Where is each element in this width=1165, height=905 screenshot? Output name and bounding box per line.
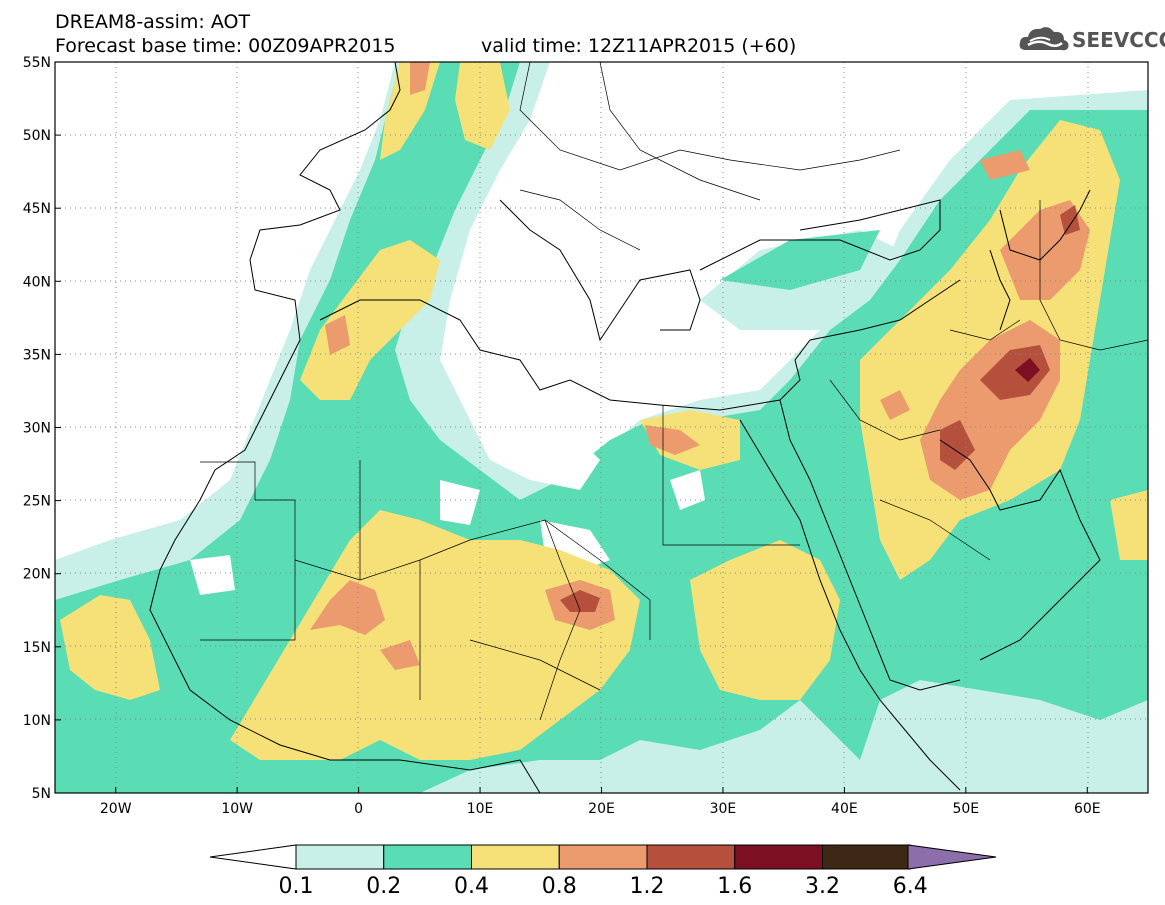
colorbar-box [383, 844, 472, 870]
colorbar-upper-arrow [907, 844, 997, 870]
seevccc-logo: SEEVCCC [1018, 22, 1165, 56]
colorbar-box [295, 844, 385, 870]
lat-tick-label: 55N [23, 55, 51, 71]
lat-tick-label: 50N [23, 128, 51, 144]
map-title: DREAM8-assim: AOT [55, 11, 251, 33]
graticule [55, 62, 1148, 793]
lon-tick-label: 10E [467, 801, 494, 817]
lon-tick-label: 40E [831, 801, 858, 817]
colorbar-label: 3.2 [805, 874, 840, 899]
colorbar-boxes [295, 844, 911, 870]
lat-tick-label: 30N [23, 421, 51, 437]
lat-tick-label: 25N [23, 494, 51, 510]
colorbar-box [822, 844, 911, 870]
logo-text: SEEVCCC [1072, 28, 1165, 52]
lat-tick-label: 10N [23, 713, 51, 729]
colorbar-label: 6.4 [893, 874, 928, 899]
cloud-icon [1019, 27, 1069, 51]
colorbar-label: 0.2 [366, 874, 401, 899]
lon-tick-label: 20W [100, 801, 132, 817]
colorbar-label: 0.4 [454, 874, 489, 899]
lat-tick-label: 35N [23, 347, 51, 363]
latitude-axis: 55N 50N 45N 40N 35N 30N 25N 20N 15N 10N 5N [23, 55, 61, 802]
colorbar-box [734, 844, 823, 870]
colorbar-labels: 0.1 0.2 0.4 0.8 1.2 1.6 3.2 6.4 [279, 874, 928, 899]
colorbar-box [646, 844, 736, 870]
colorbar-label: 0.1 [279, 874, 314, 899]
lat-tick-label: 15N [23, 640, 51, 656]
lon-tick-label: 0 [354, 801, 363, 817]
longitude-axis: 20W 10W 0 10E 20E 30E 40E 50E 60E [100, 787, 1101, 817]
lat-tick-label: 40N [23, 274, 51, 290]
lat-tick-label: 45N [23, 201, 51, 217]
colorbar-lower-arrow [209, 844, 297, 870]
lon-tick-label: 50E [952, 801, 979, 817]
lon-tick-label: 30E [710, 801, 737, 817]
coastlines [149, 62, 1101, 793]
colorbar-label: 1.2 [630, 874, 665, 899]
colorbar-box [558, 844, 648, 870]
forecast-base-time: Forecast base time: 00Z09APR2015 [55, 35, 396, 57]
colorbar: 0.1 0.2 0.4 0.8 1.2 1.6 3.2 6.4 [209, 844, 997, 899]
lon-tick-label: 20E [588, 801, 615, 817]
valid-time: valid time: 12Z11APR2015 (+60) [481, 35, 797, 57]
aot-field [55, 62, 1148, 793]
lat-tick-label: 5N [32, 786, 51, 802]
lon-tick-label: 60E [1074, 801, 1101, 817]
colorbar-box [471, 844, 560, 870]
country-borders [200, 62, 1148, 721]
colorbar-label: 1.6 [717, 874, 752, 899]
colorbar-label: 0.8 [542, 874, 577, 899]
lat-tick-label: 20N [23, 567, 51, 583]
aot-level-1.6 [1015, 358, 1040, 382]
lon-tick-label: 10W [221, 801, 253, 817]
